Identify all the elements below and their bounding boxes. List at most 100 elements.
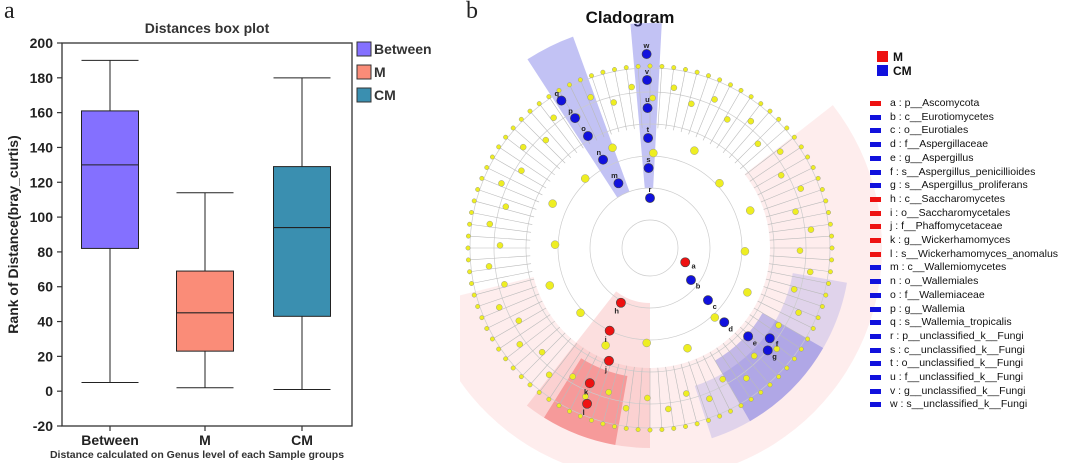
tree-branch	[549, 98, 584, 149]
legend-swatch-r	[870, 333, 881, 339]
taxon-node	[469, 210, 474, 215]
legend-entry-c: c : o__Eurotiales	[890, 124, 969, 137]
taxon-node	[805, 336, 811, 342]
panel-label-a: a	[4, 0, 15, 24]
taxon-node	[475, 187, 481, 192]
tree-branch	[580, 81, 605, 138]
biomarker-letter-u: u	[645, 95, 650, 104]
taxon-node	[467, 269, 472, 275]
taxon-node	[706, 417, 711, 423]
taxon-node	[536, 389, 542, 395]
panel-label-b: b	[466, 0, 478, 24]
biomarker-letter-o: o	[581, 124, 586, 133]
biomarker-node-f	[764, 333, 775, 344]
tree-branch	[695, 81, 720, 138]
y-tick-label: 80	[37, 244, 53, 260]
ring-1	[589, 187, 711, 309]
taxon-node	[479, 175, 485, 181]
tree-branch	[570, 86, 598, 141]
taxon-node	[738, 87, 744, 93]
tree-branch	[514, 129, 560, 170]
taxon-node	[589, 417, 594, 423]
tree-branch	[760, 178, 817, 203]
legend-swatch-cm	[356, 87, 372, 103]
taxon-node	[724, 116, 731, 123]
taxon-node	[694, 421, 700, 427]
legend-entry-h: h : c__Saccharomycetes	[890, 192, 1005, 205]
legend-swatch-b	[870, 114, 881, 120]
tree-branch	[665, 366, 674, 427]
taxon-node	[683, 344, 692, 353]
taxon-node	[797, 185, 804, 192]
legend-entry-g: g : s__Aspergillus_proliferans	[890, 179, 1028, 192]
clade-shade-saccharomycetes	[526, 291, 650, 448]
tree-branch	[749, 314, 800, 349]
taxon-node	[754, 140, 762, 148]
taxon-node	[647, 63, 653, 69]
tree-branch	[500, 314, 551, 349]
taxon-node	[465, 233, 471, 239]
taxon-node	[546, 94, 552, 100]
taxon-node	[635, 427, 641, 433]
taxon-node	[659, 427, 665, 433]
taxon-node	[777, 148, 784, 155]
tree-branch	[471, 263, 532, 272]
tree-branch	[540, 343, 578, 391]
biomarker-node-k	[584, 378, 595, 389]
tree-branch	[728, 338, 769, 384]
taxon-node	[635, 63, 641, 69]
legend-swatch-i	[870, 210, 881, 216]
tree-branch	[749, 147, 800, 182]
taxon-node	[798, 144, 804, 150]
y-tick-label: 120	[30, 174, 54, 190]
taxon-node	[711, 96, 718, 103]
box-between	[81, 110, 139, 249]
tree-branch	[769, 255, 830, 261]
legend-entry-p: p : g__Wallemia	[890, 302, 965, 315]
taxon-node	[608, 143, 617, 152]
taxon-node	[773, 345, 780, 353]
tree-branch	[657, 68, 663, 129]
taxon-node	[527, 108, 533, 114]
taxon-node	[826, 210, 831, 215]
legend-entry-r: r : p__unclassified_k__Fungi	[890, 329, 1024, 342]
tree-branch	[673, 71, 686, 131]
biomarker-node-b	[686, 275, 696, 285]
tree-branch	[614, 365, 627, 425]
cladogram-chart: Cladogram a b c d e fg h i j k l m n opq r s t u v w MCM	[460, 8, 912, 463]
taxon-node	[784, 365, 790, 371]
tree-branch	[763, 286, 821, 307]
tree-branch	[722, 343, 760, 391]
taxon-node	[777, 172, 785, 179]
taxon-node	[520, 143, 527, 151]
tree-branch	[500, 147, 551, 182]
taxon-node	[775, 322, 782, 329]
taxon-node	[728, 82, 733, 88]
biomarker-letter-q: q	[554, 89, 559, 98]
legend-swatch-v	[870, 388, 881, 394]
tree-branch	[665, 69, 674, 130]
tree-branch	[702, 355, 730, 410]
biomarker-node-e	[743, 331, 753, 342]
biomarker-node-n	[598, 154, 608, 165]
tree-branch	[531, 112, 572, 158]
y-tick-label: 160	[30, 105, 54, 121]
tree-branch	[728, 112, 769, 158]
tree-branch	[716, 347, 751, 398]
taxon-node	[717, 413, 723, 419]
box-m	[176, 270, 234, 352]
tree-branch	[722, 105, 760, 153]
taxon-node	[790, 286, 798, 293]
taxon-node	[612, 67, 617, 72]
taxon-node	[510, 125, 516, 131]
taxon-node	[503, 134, 509, 140]
taxon-node	[828, 221, 833, 227]
taxon-node	[706, 395, 713, 402]
tree-branch	[507, 138, 555, 176]
y-tick-label: 60	[37, 279, 53, 295]
tree-branch	[716, 98, 751, 149]
chart-title: Distances box plot	[145, 20, 270, 36]
taxon-node	[683, 424, 688, 429]
taxon-node	[600, 421, 606, 427]
legend-swatch-j	[870, 224, 881, 230]
